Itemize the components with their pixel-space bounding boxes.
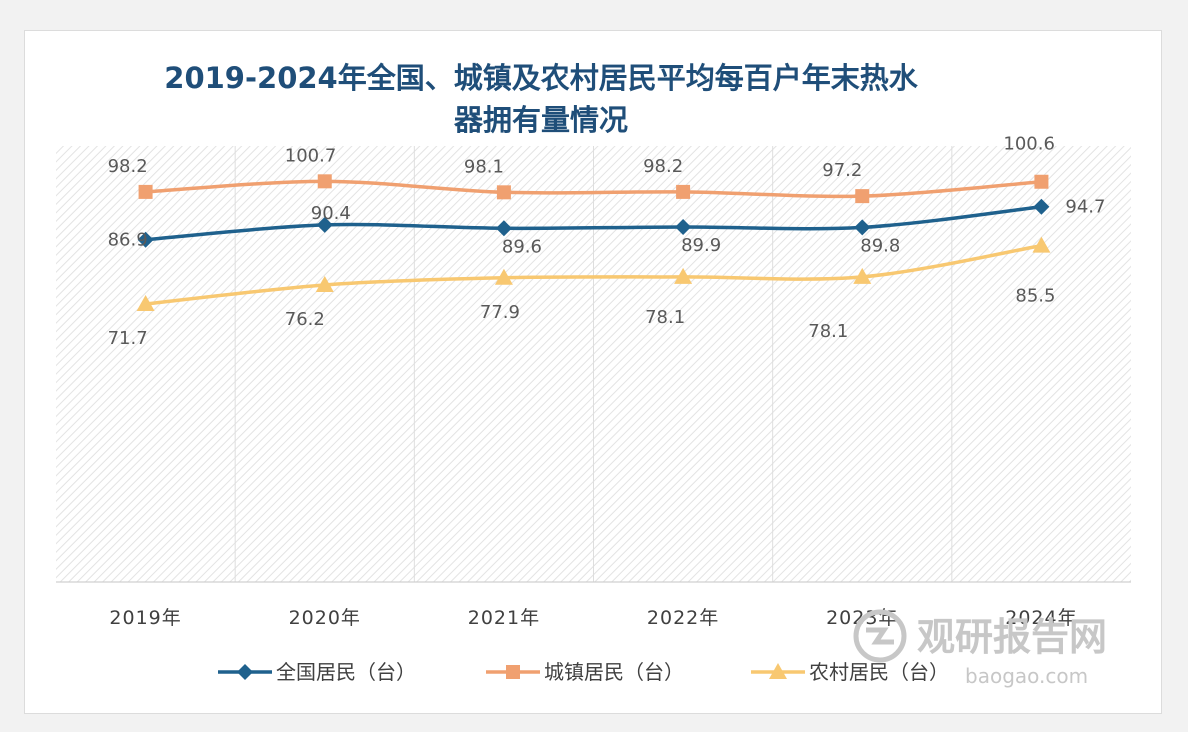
series-national-label-2: 89.6 bbox=[502, 236, 542, 257]
x-tick-label-0: 2019年 bbox=[109, 607, 181, 629]
series-rural-line bbox=[143, 243, 1044, 306]
legend-label-national: 全国居民（台） bbox=[276, 660, 416, 684]
series-rural-point-2 bbox=[494, 268, 513, 285]
series-rural-point-5 bbox=[1032, 236, 1051, 253]
series-urban-label-0: 98.2 bbox=[108, 156, 148, 177]
series-national: 86.9 90.4 89.6 89.9 89.8 94.7 bbox=[108, 197, 1106, 258]
x-tick-label-5: 2024年 bbox=[1005, 607, 1077, 629]
legend-item-urban: 城镇居民（台） bbox=[486, 660, 684, 684]
chart-title-line-2: 器拥有量情况 bbox=[453, 103, 628, 137]
series-urban-point-4 bbox=[855, 189, 870, 204]
series-urban-label-3: 98.2 bbox=[643, 156, 683, 177]
series-urban-point-3 bbox=[676, 184, 691, 199]
series-urban-point-2 bbox=[496, 185, 511, 200]
series-urban-label-2: 98.1 bbox=[464, 156, 504, 177]
series-urban-label-5: 100.6 bbox=[1003, 134, 1055, 155]
series-urban-line bbox=[143, 179, 1044, 199]
line-chart: 2019-2024年全国、城镇及农村居民平均每百户年末热水 器拥有量情况 86.… bbox=[56, 61, 1131, 688]
chart-card: 2019-2024年全国、城镇及农村居民平均每百户年末热水 器拥有量情况 86.… bbox=[24, 30, 1162, 714]
series-rural-label-1: 76.2 bbox=[285, 309, 325, 330]
series-national-label-5: 94.7 bbox=[1065, 197, 1105, 218]
series-rural-label-2: 77.9 bbox=[480, 302, 520, 323]
series-urban-label-1: 100.7 bbox=[285, 145, 337, 166]
series-national-point-1 bbox=[316, 216, 333, 233]
legend-marker-rural bbox=[769, 663, 787, 679]
series-rural-label-3: 78.1 bbox=[645, 307, 685, 328]
legend-item-rural: 农村居民（台） bbox=[751, 660, 949, 684]
x-tick-label-1: 2020年 bbox=[289, 607, 361, 629]
series-rural-point-3 bbox=[674, 267, 693, 284]
series-urban: 98.2 100.7 98.1 98.2 97.2 100.6 bbox=[108, 134, 1055, 204]
legend-label-rural: 农村居民（台） bbox=[809, 660, 949, 684]
series-national-label-4: 89.8 bbox=[860, 235, 900, 256]
watermark-text: 观研报告网 bbox=[917, 615, 1107, 659]
series-national-label-3: 89.9 bbox=[681, 235, 721, 256]
legend-item-national: 全国居民（台） bbox=[218, 660, 416, 684]
legend: 全国居民（台） 城镇居民（台） 农村居民（台） bbox=[218, 660, 949, 684]
series-national-point-2 bbox=[495, 220, 512, 237]
series-urban-point-1 bbox=[317, 174, 332, 189]
watermark-logo-icon bbox=[853, 609, 907, 663]
series-national-point-0 bbox=[137, 231, 154, 248]
watermark-url: baogao.com bbox=[965, 664, 1088, 688]
series-urban-label-4: 97.2 bbox=[822, 160, 862, 181]
legend-marker-urban bbox=[506, 665, 520, 679]
series-rural-point-0 bbox=[136, 294, 155, 311]
series-national-point-5 bbox=[1033, 198, 1050, 215]
series-rural-label-0: 71.7 bbox=[108, 328, 148, 349]
series-national-label-0: 86.9 bbox=[108, 230, 148, 251]
series-national-label-1: 90.4 bbox=[311, 203, 351, 224]
legend-marker-national bbox=[237, 664, 253, 680]
series-urban-point-0 bbox=[138, 184, 153, 199]
series-rural-label-4: 78.1 bbox=[808, 321, 848, 342]
series-rural-label-5: 85.5 bbox=[1015, 286, 1055, 307]
series-rural-point-4 bbox=[853, 267, 872, 284]
series-national-point-4 bbox=[854, 219, 871, 236]
series-urban-point-5 bbox=[1034, 174, 1049, 189]
series-rural-point-1 bbox=[315, 275, 334, 292]
x-tick-label-3: 2022年 bbox=[647, 607, 719, 629]
series-rural: 71.7 76.2 77.9 78.1 78.1 85.5 bbox=[108, 236, 1055, 349]
category-dividers bbox=[234, 146, 953, 582]
x-tick-label-2: 2021年 bbox=[468, 607, 540, 629]
series-national-point-3 bbox=[675, 219, 692, 236]
chart-title-line-1: 2019-2024年全国、城镇及农村居民平均每百户年末热水 bbox=[164, 61, 918, 95]
watermark: 观研报告网 baogao.com bbox=[853, 609, 1107, 688]
legend-label-urban: 城镇居民（台） bbox=[544, 660, 684, 684]
series-national-line bbox=[143, 204, 1044, 242]
